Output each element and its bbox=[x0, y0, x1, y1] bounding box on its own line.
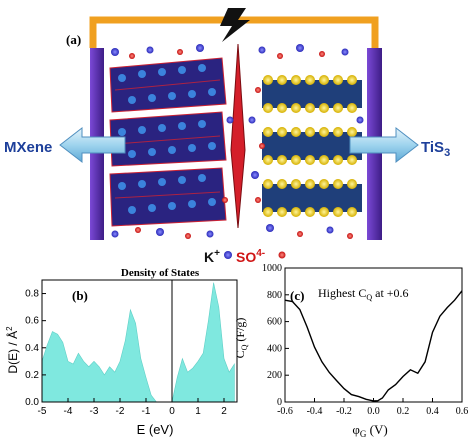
tis3-label: TiS3 bbox=[421, 139, 450, 159]
cq-xtick-label: 0.6 bbox=[456, 406, 469, 417]
separator-membrane bbox=[230, 43, 246, 229]
dos-ytick-label: 0.2 bbox=[25, 370, 39, 381]
cq-xtick-label: -0.4 bbox=[307, 406, 323, 417]
dos-ytick-label: 0.8 bbox=[25, 289, 39, 300]
anion-symbol: SO bbox=[236, 249, 256, 265]
cq-xtick-label: 0.0 bbox=[367, 406, 380, 417]
cq-ytick-label: 400 bbox=[267, 343, 282, 354]
cq-annotation-main: Highest C bbox=[318, 286, 366, 300]
cq-xtick-label: 0.2 bbox=[397, 406, 410, 417]
dos-xtick-label: -5 bbox=[38, 406, 47, 417]
cq-xtick-label: 0.4 bbox=[426, 406, 439, 417]
tis3-label-main: TiS bbox=[421, 139, 444, 156]
cq-plot-area: -0.6 -0.4 -0.2 0.0 0.2 0.4 0.6 0 200 400 600 800 100… bbox=[262, 263, 468, 417]
lightning-icon bbox=[220, 8, 250, 42]
mxene-layers bbox=[109, 57, 227, 227]
anion-charge: 4- bbox=[256, 248, 265, 259]
dos-xtick-label: 2 bbox=[221, 406, 227, 417]
panel-a-schematic: (a) MXene TiS3 K+ SO4- bbox=[4, 8, 450, 265]
dos-area-conduction bbox=[171, 282, 235, 403]
dos-xtick-label: -3 bbox=[90, 406, 99, 417]
mxene-arrow bbox=[59, 126, 126, 164]
dos-ytick-label: 0.4 bbox=[25, 343, 39, 354]
dos-frame bbox=[41, 279, 238, 403]
cq-ylabel-sub: Q bbox=[240, 344, 249, 350]
panel-a-label: (a) bbox=[66, 32, 81, 47]
cq-annotation-suffix: at +0.6 bbox=[372, 286, 408, 300]
dos-title: Density of States bbox=[121, 267, 200, 279]
panel-c-capacitance-chart: -0.6 -0.4 -0.2 0.0 0.2 0.4 0.6 0 200 400 600 800 100… bbox=[233, 263, 468, 439]
cq-ylabel-main: C bbox=[233, 350, 247, 358]
cation-symbol: K bbox=[204, 249, 214, 265]
panel-c-label: (c) bbox=[290, 288, 304, 303]
cq-xtick-label: -0.2 bbox=[336, 406, 352, 417]
cq-annotation-sub: Q bbox=[366, 293, 372, 302]
dos-area-valence bbox=[41, 308, 158, 403]
dos-ylabel-main: D(E) / Å bbox=[5, 331, 20, 374]
anion-marker-icon bbox=[278, 251, 286, 259]
tis3-label-sub: 3 bbox=[444, 147, 450, 159]
cq-ylabel-unit: (F/g) bbox=[233, 318, 247, 345]
dos-xtick-label: -2 bbox=[116, 406, 125, 417]
cq-curve bbox=[284, 290, 463, 402]
panel-b-dos-chart: Density of States -5 -4 -3 -2 -1 0 1 2 0.0 0.2 0.4… bbox=[5, 267, 238, 437]
cation-marker-icon bbox=[224, 251, 232, 259]
dos-xlabel: E (eV) bbox=[137, 422, 174, 437]
cq-xtick-label: -0.6 bbox=[277, 406, 293, 417]
cq-ytick-label: 800 bbox=[267, 290, 282, 301]
electrolyte-ions bbox=[111, 44, 364, 239]
cq-ytick-label: 1000 bbox=[262, 263, 282, 274]
cation-legend: K+ bbox=[204, 248, 220, 265]
cq-ylabel: CQ (F/g) bbox=[233, 318, 249, 359]
cq-xlabel-unit: (V) bbox=[366, 422, 387, 437]
cq-xlabel-main: φ bbox=[352, 422, 360, 437]
dos-ytick-label: 0.6 bbox=[25, 316, 39, 327]
dos-ylabel-sup: 2 bbox=[5, 326, 14, 331]
dos-ytick-label: 0.0 bbox=[25, 397, 39, 408]
dos-xtick-label: 1 bbox=[195, 406, 201, 417]
dos-xtick-label: 0 bbox=[169, 406, 175, 417]
cq-ytick-label: 200 bbox=[267, 370, 282, 381]
dos-ylabel: D(E) / Å2 bbox=[5, 326, 20, 374]
cq-annotation: Highest CQ at +0.6 bbox=[318, 286, 409, 302]
mxene-label: MXene bbox=[4, 139, 52, 156]
tis3-arrow bbox=[349, 126, 419, 164]
dos-xtick-label: -1 bbox=[142, 406, 151, 417]
cq-xlabel-sub: G bbox=[360, 429, 367, 439]
cq-ytick-label: 0 bbox=[277, 397, 282, 408]
dos-plot-area: -5 -4 -3 -2 -1 0 1 2 0.0 0.2 0.4 0.6 0.8 bbox=[25, 279, 238, 417]
cation-charge: + bbox=[214, 248, 220, 259]
dos-xtick-label: -4 bbox=[64, 406, 73, 417]
cq-xlabel: φG (V) bbox=[352, 422, 387, 439]
anion-legend: SO4- bbox=[236, 248, 265, 265]
cq-ytick-label: 600 bbox=[267, 317, 282, 328]
panel-b-label: (b) bbox=[72, 288, 88, 303]
tis3-layers bbox=[262, 75, 362, 217]
